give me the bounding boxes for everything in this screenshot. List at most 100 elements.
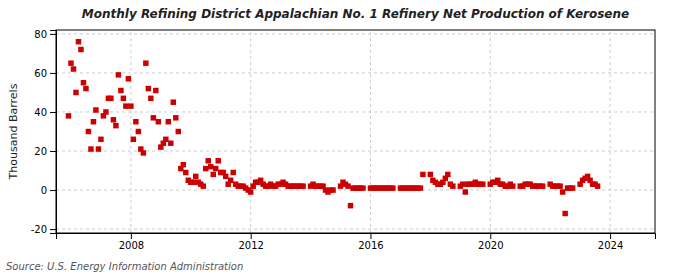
- point: [171, 99, 176, 104]
- points: [66, 39, 601, 216]
- point: [557, 183, 562, 188]
- point: [201, 183, 206, 188]
- x-tick-mark: [131, 233, 132, 239]
- y-tick-mark: [50, 190, 56, 191]
- grid-line-y: [56, 33, 655, 34]
- point: [173, 115, 178, 120]
- point: [213, 166, 218, 171]
- plot-frame: [56, 30, 655, 233]
- point: [191, 180, 196, 185]
- y-tick: 20: [34, 146, 56, 157]
- point: [148, 96, 153, 101]
- grid-line-x: [370, 30, 371, 233]
- point: [146, 86, 151, 91]
- point: [133, 119, 138, 124]
- grid-line-y: [56, 111, 655, 112]
- x-tick-label: 2016: [358, 240, 383, 251]
- point: [300, 183, 305, 188]
- y-axis: -20 0 20 40 60 80: [31, 29, 57, 235]
- point: [208, 164, 213, 169]
- y-tick-label: -20: [31, 224, 47, 235]
- y-tick-label: 60: [34, 68, 47, 79]
- x-tick: 2012: [238, 233, 263, 251]
- point: [71, 66, 76, 71]
- point: [176, 129, 181, 134]
- point: [560, 189, 565, 194]
- point: [463, 189, 468, 194]
- point: [570, 185, 575, 190]
- y-tick-mark: [50, 151, 56, 152]
- point: [156, 119, 161, 124]
- x-tick-label: 2020: [478, 240, 503, 251]
- x-tick: 2016: [358, 233, 383, 251]
- x-tick-label: 2008: [119, 240, 144, 251]
- point: [228, 178, 233, 183]
- point: [83, 86, 88, 91]
- y-tick-mark: [50, 34, 56, 35]
- point: [126, 76, 131, 81]
- point: [445, 172, 450, 177]
- point: [183, 170, 188, 175]
- point: [118, 88, 123, 93]
- y-tick-label: 20: [34, 146, 47, 157]
- x-tick: 2008: [119, 233, 144, 251]
- point: [348, 203, 353, 208]
- y-tick: 60: [34, 68, 56, 79]
- point: [480, 181, 485, 186]
- point: [216, 158, 221, 163]
- point: [68, 60, 73, 65]
- point: [153, 88, 158, 93]
- x-axis-line: [57, 234, 656, 240]
- chart-svg: 20082012201620202024-20020406080Monthly …: [0, 0, 675, 275]
- point: [210, 172, 215, 177]
- point: [136, 129, 141, 134]
- chart-container: 20082012201620202024-20020406080Monthly …: [0, 0, 675, 275]
- point: [86, 129, 91, 134]
- point: [66, 113, 71, 118]
- point: [143, 60, 148, 65]
- point: [151, 115, 156, 120]
- y-tick: 40: [34, 107, 56, 118]
- point: [81, 80, 86, 85]
- point: [103, 109, 108, 114]
- point: [450, 183, 455, 188]
- point: [168, 140, 173, 145]
- point: [93, 107, 98, 112]
- point: [123, 103, 128, 108]
- x-tick-mark: [610, 233, 611, 239]
- point: [360, 185, 365, 190]
- point: [230, 170, 235, 175]
- grid-line-x: [490, 30, 491, 233]
- x-tick-mark: [490, 233, 491, 239]
- x-axis: 2008 2012 2016 2020 2024: [57, 233, 656, 251]
- point: [78, 47, 83, 52]
- y-tick: -20: [31, 224, 56, 235]
- point: [460, 181, 465, 186]
- point: [131, 137, 136, 142]
- y-tick: 80: [34, 29, 56, 40]
- grid-line-x: [130, 30, 131, 233]
- point: [128, 103, 133, 108]
- point: [562, 211, 567, 216]
- y-tick-mark: [50, 229, 56, 230]
- x-tick: 2020: [478, 233, 503, 251]
- point: [420, 172, 425, 177]
- point: [428, 172, 433, 177]
- x-tick-mark: [370, 233, 371, 239]
- point: [108, 96, 113, 101]
- x-tick-mark: [251, 233, 252, 239]
- point: [163, 137, 168, 142]
- point: [111, 117, 116, 122]
- point: [390, 185, 395, 190]
- y-tick-label: 40: [34, 107, 47, 118]
- point: [540, 183, 545, 188]
- point: [205, 158, 210, 163]
- x-tick: 2024: [598, 233, 623, 251]
- grid-line-x: [250, 30, 251, 233]
- y-tick-label: 0: [41, 185, 47, 196]
- point: [223, 174, 228, 179]
- y-axis-label: Thousand Barrels: [7, 83, 20, 180]
- y-tick-label: 80: [34, 29, 47, 40]
- grid-line-x: [610, 30, 611, 233]
- y-axis-line: [50, 31, 57, 234]
